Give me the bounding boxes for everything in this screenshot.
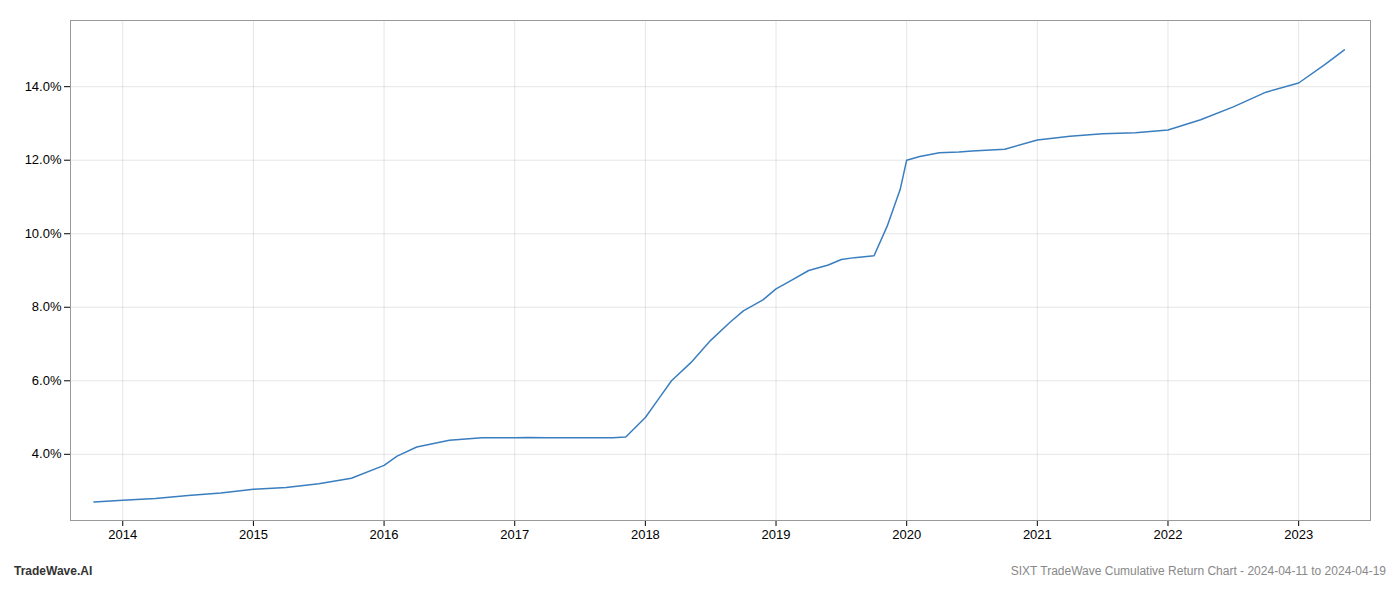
svg-text:2016: 2016 <box>370 527 399 542</box>
svg-text:2019: 2019 <box>762 527 791 542</box>
html-text:TradeWave.AI: TradeWave.AI <box>14 564 93 578</box>
svg-text:14.0%: 14.0% <box>25 79 62 94</box>
svg-text:2015: 2015 <box>239 527 268 542</box>
svg-text:12.0%: 12.0% <box>25 152 62 167</box>
svg-text:2022: 2022 <box>1154 527 1183 542</box>
svg-text:2014: 2014 <box>108 527 137 542</box>
svg-text:4.0%: 4.0% <box>32 446 62 461</box>
svg-text:6.0%: 6.0% <box>32 373 62 388</box>
html-text:SIXT TradeWave Cumulative Retu: SIXT TradeWave Cumulative Return Chart -… <box>1010 564 1386 578</box>
svg-text:2023: 2023 <box>1284 527 1313 542</box>
svg-text:10.0%: 10.0% <box>25 226 62 241</box>
svg-text:2017: 2017 <box>500 527 529 542</box>
svg-text:8.0%: 8.0% <box>32 299 62 314</box>
svg-text:2020: 2020 <box>892 527 921 542</box>
svg-text:2018: 2018 <box>631 527 660 542</box>
svg-text:2021: 2021 <box>1023 527 1052 542</box>
